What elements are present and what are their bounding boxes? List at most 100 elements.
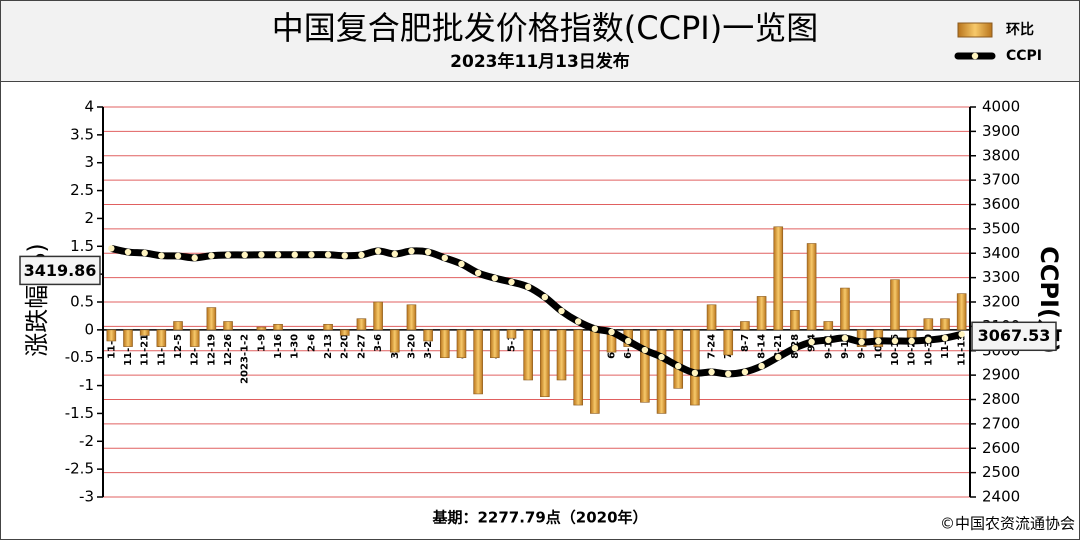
y2-tick-label: 2800 xyxy=(982,390,1020,408)
ccpi-point xyxy=(474,269,482,277)
ccpi-point xyxy=(441,254,448,262)
x-tick-label: 1-30 xyxy=(290,334,301,359)
x-tick-label: 8-14 xyxy=(757,334,768,359)
bar xyxy=(123,329,133,347)
footnote: 基期：2277.79点（2020年） xyxy=(431,509,647,527)
ccpi-point xyxy=(458,260,465,268)
ccpi-point xyxy=(925,336,932,344)
ccpi-point xyxy=(408,247,415,255)
ccpi-point xyxy=(141,249,148,257)
ccpi-point xyxy=(675,362,682,370)
ccpi-point xyxy=(424,248,432,256)
ccpi-point xyxy=(224,251,232,259)
ccpi-line xyxy=(110,244,963,378)
x-tick-label: 9-18 xyxy=(840,334,851,359)
legend-swatch xyxy=(971,52,979,60)
bar xyxy=(706,304,717,331)
ccpi-point xyxy=(741,368,749,376)
ccpi-point xyxy=(508,278,515,286)
bar xyxy=(456,329,467,359)
ccpi-point xyxy=(524,283,532,291)
ccpi-point xyxy=(808,338,815,346)
bar xyxy=(823,321,834,331)
y-tick-label: 0.5 xyxy=(70,293,94,311)
y2-tick-label: 3800 xyxy=(982,146,1020,164)
bar xyxy=(840,287,850,331)
bar xyxy=(339,329,350,336)
y2-tick-label: 3500 xyxy=(982,219,1020,237)
ccpi-point xyxy=(258,251,265,258)
y2-tick-label: 3400 xyxy=(982,244,1020,262)
bar xyxy=(673,329,684,389)
bar xyxy=(573,329,583,406)
ccpi-point xyxy=(941,334,949,342)
ccpi-point xyxy=(841,334,849,342)
ccpi-point xyxy=(758,362,765,370)
bar xyxy=(740,321,750,331)
y2-tick-label: 2700 xyxy=(982,414,1020,432)
x-tick-label: 12-26 xyxy=(223,334,234,366)
x-tick-label: 11-7 xyxy=(106,334,117,359)
bar xyxy=(490,329,500,359)
y-tick-label: 0 xyxy=(84,320,94,338)
bar xyxy=(273,323,283,331)
bar xyxy=(806,243,817,331)
bar xyxy=(656,329,667,414)
ccpi-point xyxy=(191,254,198,262)
bar xyxy=(956,293,967,331)
y-tick-label: -2.5 xyxy=(65,460,94,478)
ccpi-point xyxy=(908,337,915,345)
x-tick-label: 3-20 xyxy=(406,334,417,359)
bar xyxy=(923,318,934,331)
x-tick-label: 3-27 xyxy=(423,334,434,359)
bar xyxy=(506,329,517,339)
annotation: 3419.86 xyxy=(24,261,97,280)
ccpi-point xyxy=(591,325,599,333)
ccpi-point xyxy=(491,274,499,282)
x-tick-label: 9-11 xyxy=(823,334,834,359)
y2-tick-label: 3200 xyxy=(982,293,1020,311)
y-tick-label: 1.5 xyxy=(70,237,94,255)
bar xyxy=(106,329,117,342)
y2-tick-label: 2500 xyxy=(982,463,1020,481)
bar xyxy=(173,321,183,331)
x-tick-label: 7-24 xyxy=(707,334,718,359)
bar xyxy=(406,304,417,331)
legend-swatch xyxy=(957,22,993,38)
x-tick-label: 11-21 xyxy=(140,334,151,366)
x-tick-label: 1-16 xyxy=(273,334,284,359)
annotation: 3067.53 xyxy=(978,326,1051,345)
ccpi-point xyxy=(108,245,115,252)
bar xyxy=(206,307,217,331)
x-tick-label: 10-23 xyxy=(907,334,918,366)
x-tick-label: 11-13 xyxy=(957,334,968,366)
x-tick-label: 1-9 xyxy=(256,334,267,352)
x-tick-label: 5-1 xyxy=(506,334,517,352)
bar xyxy=(906,329,917,339)
y-tick-label: 4 xyxy=(84,98,94,116)
ccpi-point xyxy=(158,252,165,259)
bar xyxy=(156,329,167,347)
annotation-box xyxy=(19,255,101,286)
bar xyxy=(323,323,333,331)
x-tick-label: 2-13 xyxy=(323,334,334,359)
bar xyxy=(690,329,700,406)
ccpi-point xyxy=(708,368,715,376)
legend-label: 环比 xyxy=(1006,21,1034,38)
y2-tick-label: 4000 xyxy=(982,98,1020,116)
x-tick-label: 11-14 xyxy=(123,334,134,366)
bar xyxy=(373,301,383,331)
bar xyxy=(389,329,400,353)
y-tick-label: -1 xyxy=(79,376,94,394)
bar xyxy=(756,296,767,331)
x-tick-label: 2-20 xyxy=(340,334,351,359)
ccpi-point xyxy=(174,252,182,260)
bar xyxy=(256,326,267,331)
y2-tick-label: 3600 xyxy=(982,195,1020,213)
bar xyxy=(223,321,233,331)
y2-tick-label: 3900 xyxy=(982,122,1020,140)
x-tick-label: 10-30 xyxy=(923,334,934,366)
y2-tick-label: 3300 xyxy=(982,268,1020,286)
ccpi-point xyxy=(574,318,582,325)
ccpi-point xyxy=(625,337,632,345)
